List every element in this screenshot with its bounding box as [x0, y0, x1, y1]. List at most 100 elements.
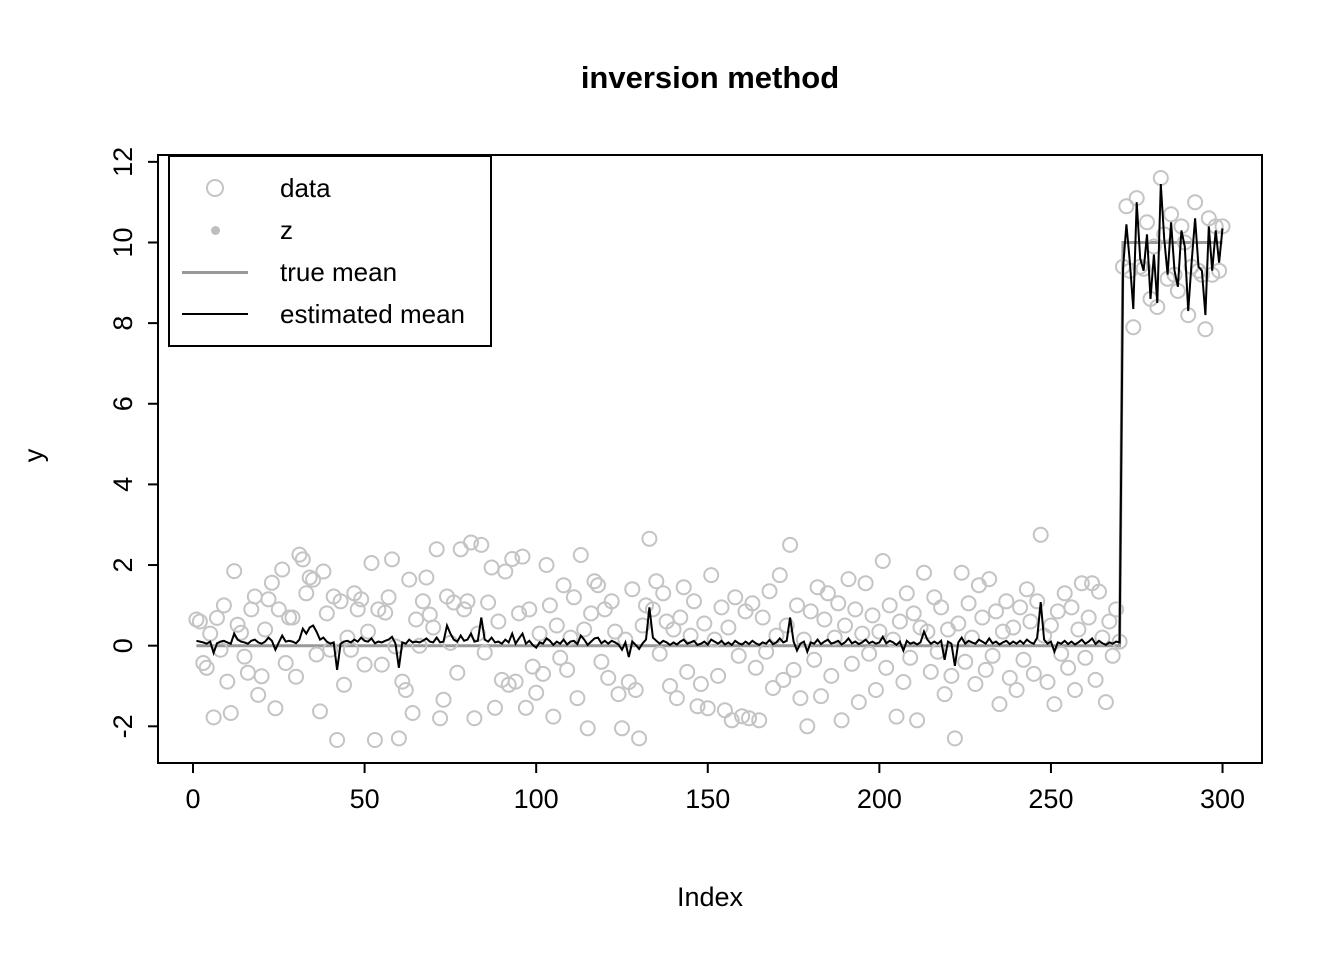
- data-point: [202, 625, 219, 642]
- legend-item-data: data: [170, 169, 490, 207]
- data-point: [1125, 319, 1142, 336]
- data-point: [380, 589, 397, 606]
- filled-dot-icon: [176, 225, 254, 235]
- data-point: [813, 688, 829, 705]
- data-point: [514, 548, 531, 565]
- data-point: [356, 656, 373, 673]
- data-point: [442, 634, 459, 651]
- data-point: [603, 593, 620, 610]
- data-point: [1118, 198, 1135, 215]
- chart-title: inversion method: [580, 60, 840, 95]
- y-tick-label: 8: [108, 316, 138, 331]
- data-point: [456, 601, 473, 618]
- data-point: [1197, 321, 1214, 338]
- data-point: [823, 667, 840, 684]
- data-point: [270, 601, 287, 618]
- data-point: [253, 668, 270, 685]
- y-tick-label: -2: [108, 714, 138, 738]
- data-point: [1018, 581, 1035, 598]
- data-point: [730, 647, 747, 664]
- data-point: [377, 604, 394, 621]
- data-point: [562, 629, 579, 646]
- data-point: [205, 709, 222, 726]
- data-point: [833, 712, 850, 729]
- data-point: [404, 705, 421, 721]
- data-point: [744, 595, 761, 612]
- data-point: [490, 613, 507, 630]
- data-point: [819, 585, 836, 602]
- data-point: [548, 617, 565, 634]
- data-point: [974, 609, 991, 626]
- data-point: [452, 541, 469, 558]
- data-point: [284, 609, 301, 626]
- data-point: [840, 571, 857, 588]
- data-point: [950, 615, 967, 632]
- data-point: [353, 591, 370, 608]
- data-point: [1025, 665, 1042, 682]
- data-point: [727, 589, 744, 606]
- data-point: [940, 621, 956, 638]
- data-point: [421, 606, 438, 623]
- data-point: [771, 567, 788, 584]
- data-point: [874, 553, 891, 569]
- data-point: [627, 682, 644, 698]
- data-point: [260, 591, 277, 608]
- data-point: [885, 631, 902, 648]
- data-point: [891, 613, 908, 630]
- data-point: [274, 561, 291, 578]
- data-point: [895, 674, 912, 690]
- data-point: [329, 732, 346, 748]
- data-point: [219, 673, 236, 690]
- data-point: [1029, 593, 1046, 610]
- legend-box: data z true mean estimated mean: [168, 155, 492, 347]
- data-point: [1039, 674, 1056, 690]
- data-point: [641, 530, 658, 547]
- data-point: [545, 708, 562, 725]
- data-point: [631, 730, 648, 747]
- data-point: [414, 593, 431, 610]
- data-point: [1015, 651, 1032, 668]
- data-point: [538, 557, 555, 573]
- data-point: [634, 617, 651, 634]
- data-point: [888, 708, 905, 725]
- data-point: [864, 607, 881, 624]
- data-point: [689, 698, 706, 715]
- data-point: [916, 564, 932, 581]
- data-point: [984, 647, 1001, 664]
- data-point: [1104, 647, 1121, 664]
- x-tick-label: 300: [1200, 784, 1245, 814]
- data-point: [294, 551, 311, 568]
- data-point: [555, 577, 572, 594]
- data-point: [586, 573, 603, 590]
- data-point: [373, 656, 390, 673]
- data-point: [572, 547, 589, 563]
- data-point: [195, 655, 212, 671]
- data-point: [312, 703, 328, 720]
- legend-label-data: data: [280, 172, 331, 203]
- data-point: [1087, 671, 1104, 688]
- estimated-mean-line: [196, 183, 1224, 671]
- data-point: [428, 541, 445, 558]
- data-point: [1060, 659, 1077, 676]
- data-point: [517, 699, 534, 716]
- data-point: [850, 694, 867, 711]
- data-point: [782, 536, 799, 553]
- data-point: [579, 720, 596, 737]
- data-point: [1077, 649, 1094, 666]
- x-tick-label: 0: [185, 784, 200, 814]
- data-point: [830, 595, 847, 612]
- data-point: [408, 611, 425, 628]
- data-point: [576, 621, 593, 638]
- data-point: [668, 690, 685, 707]
- data-point: [1005, 619, 1022, 636]
- data-point: [710, 667, 727, 684]
- data-point: [1008, 682, 1025, 698]
- data-point: [397, 682, 414, 698]
- data-point: [1056, 585, 1073, 602]
- data-point: [236, 648, 253, 665]
- data-point: [291, 546, 308, 563]
- data-point: [349, 601, 366, 618]
- data-point: [957, 653, 974, 670]
- legend-label-true-mean: true mean: [280, 256, 398, 287]
